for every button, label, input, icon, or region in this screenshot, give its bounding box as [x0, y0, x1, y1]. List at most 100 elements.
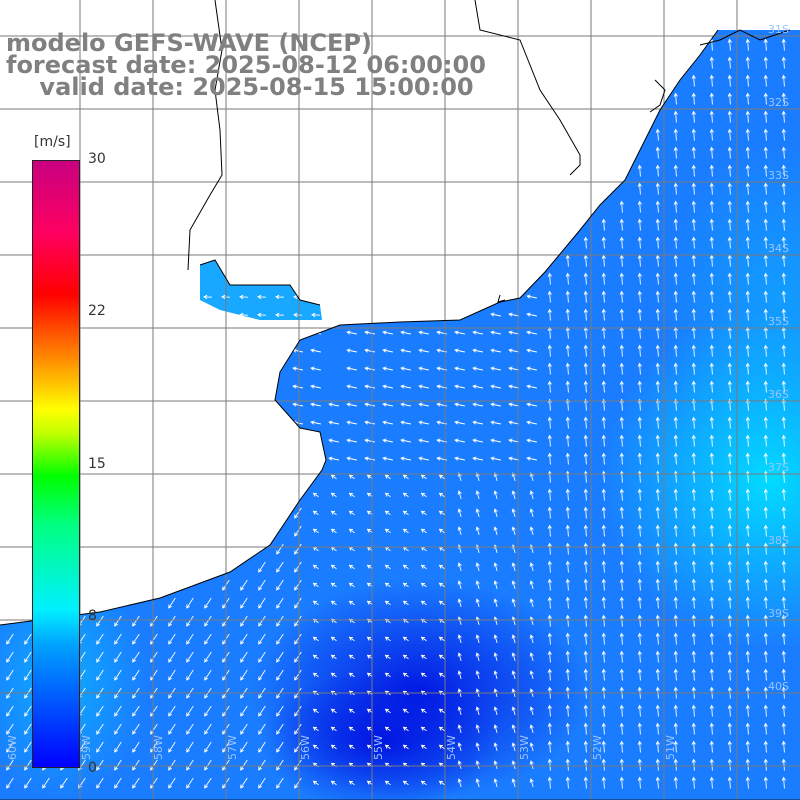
colorbar-tick-0: 0	[88, 760, 97, 776]
wind-arrow	[565, 668, 570, 681]
wind-arrow	[294, 723, 302, 735]
wind-arrow	[96, 759, 104, 771]
wind-arrow	[529, 616, 534, 626]
wind-arrow	[186, 597, 194, 609]
wind-arrow	[472, 348, 483, 353]
wind-arrow	[293, 312, 303, 318]
wind-arrow	[400, 348, 411, 353]
wind-arrow	[763, 632, 768, 645]
wind-arrow	[6, 651, 14, 663]
wind-arrow	[346, 456, 357, 461]
wind-arrow	[781, 380, 786, 393]
wind-arrow	[709, 614, 714, 627]
wind-arrow	[673, 542, 678, 555]
wind-arrow	[745, 38, 750, 51]
wind-arrow	[508, 438, 519, 443]
wind-arrow	[240, 615, 248, 627]
wind-arrow	[637, 650, 642, 663]
wind-arrow	[6, 759, 14, 771]
wind-arrow	[132, 741, 140, 753]
wind-arrow	[475, 598, 480, 608]
wind-arrow	[348, 510, 355, 516]
wind-arrow	[418, 438, 429, 443]
wind-arrow	[673, 434, 678, 447]
wind-arrow	[276, 561, 284, 573]
wind-arrow	[529, 670, 534, 680]
wind-arrow	[691, 128, 696, 141]
wind-arrow	[292, 438, 303, 443]
wind-arrow	[781, 632, 786, 645]
wind-arrow	[745, 164, 750, 177]
wind-arrow	[547, 614, 552, 627]
wind-arrow	[186, 777, 194, 789]
wind-arrow	[691, 506, 696, 519]
wind-arrow	[673, 614, 678, 627]
wind-arrow	[454, 402, 465, 407]
wind-arrow	[24, 669, 32, 681]
wind-arrow	[619, 344, 624, 357]
wind-arrow	[547, 380, 552, 393]
wind-arrow	[258, 561, 266, 573]
wind-arrow	[637, 704, 642, 717]
wind-arrow	[619, 362, 624, 375]
wind-arrow	[727, 560, 732, 573]
wind-arrow	[763, 380, 768, 393]
wind-arrow	[276, 741, 284, 753]
wind-arrow	[454, 420, 465, 425]
wind-arrow	[132, 615, 140, 627]
wind-arrow	[348, 528, 355, 534]
wind-arrow	[348, 744, 355, 750]
wind-arrow	[274, 456, 285, 461]
wind-arrow	[619, 452, 624, 465]
wind-arrow	[727, 308, 732, 321]
wind-arrow	[583, 506, 588, 519]
wind-arrow	[673, 272, 678, 285]
wind-arrow	[418, 402, 429, 407]
wind-arrow	[526, 456, 537, 461]
wind-arrow	[655, 776, 660, 789]
wind-arrow	[601, 488, 606, 501]
wind-arrow	[655, 650, 660, 663]
wind-arrow	[709, 758, 714, 771]
wind-arrow	[763, 290, 768, 303]
wind-arrow	[583, 416, 588, 429]
wind-arrow	[186, 633, 194, 645]
wind-arrow	[655, 668, 660, 681]
wind-arrow	[310, 438, 321, 443]
wind-arrow	[547, 488, 552, 501]
wind-arrow	[601, 452, 606, 465]
wind-arrow	[547, 524, 552, 537]
longitude-label: 58W	[152, 735, 165, 760]
wind-arrow	[637, 524, 642, 537]
wind-arrow	[276, 669, 284, 681]
wind-arrow	[655, 434, 660, 447]
wind-arrow	[24, 777, 32, 789]
wind-arrow	[457, 670, 462, 680]
wind-arrow	[655, 632, 660, 645]
wind-arrow	[384, 636, 391, 642]
wind-arrow	[727, 416, 732, 429]
wind-arrow	[655, 506, 660, 519]
latitude-labels: 31S 32S 33S 34S 35S 36S 37S 38S 39S 40S	[768, 23, 789, 693]
wind-arrow	[511, 508, 516, 518]
wind-arrow	[526, 330, 537, 335]
wind-arrow	[384, 600, 391, 606]
wind-arrow	[258, 579, 266, 591]
wind-arrow	[727, 722, 732, 735]
wind-arrow	[402, 492, 409, 498]
wind-arrow	[493, 724, 498, 734]
wind-arrow	[346, 366, 357, 371]
wind-arrow	[547, 596, 552, 609]
wind-arrow	[745, 704, 750, 717]
wind-arrow	[472, 366, 483, 371]
wind-arrow	[601, 578, 606, 591]
wind-arrow	[418, 366, 429, 371]
wind-arrow	[565, 776, 570, 789]
wind-arrow	[781, 110, 786, 123]
wind-arrow	[727, 272, 732, 285]
wind-arrow	[763, 110, 768, 123]
wind-arrow	[402, 564, 409, 570]
wind-arrow	[511, 778, 516, 788]
